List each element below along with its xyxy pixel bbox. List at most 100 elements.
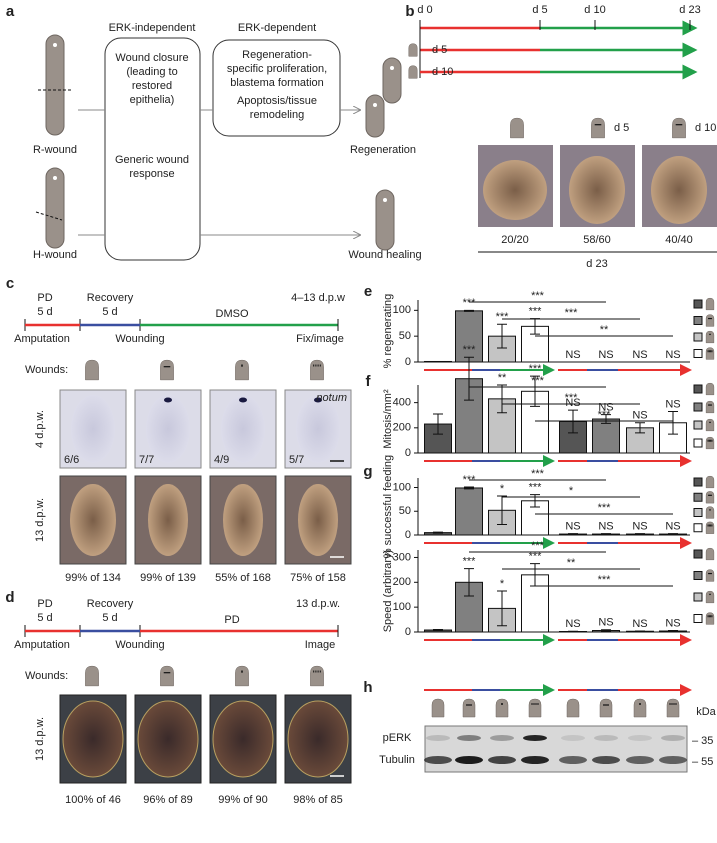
label: 99% of 134 — [65, 572, 121, 584]
label: specific proliferation, — [227, 63, 327, 75]
specimen — [296, 395, 340, 463]
label: 4–13 d.p.w — [291, 292, 345, 304]
legend-swatch — [693, 592, 703, 602]
legend-swatch — [693, 477, 703, 487]
worm-icon — [705, 569, 715, 582]
label: d 23 — [679, 4, 700, 16]
significance: *** — [529, 306, 543, 318]
eye — [390, 66, 394, 70]
worm-icon — [672, 117, 686, 139]
y-tick-label: 50 — [399, 330, 411, 342]
significance: NS — [632, 410, 647, 422]
error-bar-line — [464, 309, 474, 312]
label: 100% of 46 — [65, 794, 121, 806]
significance: NS — [565, 397, 580, 409]
band — [659, 756, 687, 764]
eye — [373, 103, 377, 107]
error-bar-line — [464, 356, 474, 401]
error-bar-line — [433, 629, 443, 632]
band — [594, 735, 618, 741]
label: 13 d.p.w. — [34, 498, 46, 542]
comparison-label: *** — [531, 375, 545, 387]
significance: *** — [529, 363, 543, 375]
band — [523, 735, 547, 741]
band — [455, 756, 483, 764]
worm-icon — [310, 359, 324, 381]
specimen — [569, 156, 625, 224]
error-bar — [530, 375, 540, 407]
label: Wound healing — [348, 249, 421, 261]
worm-icon — [705, 521, 715, 534]
comparison-label: *** — [598, 574, 612, 586]
planarian — [365, 94, 385, 138]
y-tick-label: 50 — [399, 505, 411, 517]
worm-icon — [510, 117, 524, 139]
specimen — [298, 484, 338, 556]
label: notum — [316, 392, 347, 404]
specimen — [70, 484, 116, 556]
legend-swatch — [693, 438, 703, 448]
label: ERK-dependent — [238, 22, 316, 34]
significance: NS — [665, 617, 680, 629]
worm-icon — [160, 359, 174, 381]
label: 4/9 — [214, 454, 229, 466]
y-tick-label: 0 — [405, 626, 411, 638]
label: 58/60 — [583, 234, 611, 246]
error-bar — [464, 309, 474, 312]
comparison-label: * — [569, 485, 574, 497]
y-tick-label: 0 — [405, 447, 411, 459]
label: 96% of 89 — [143, 794, 193, 806]
error-bar-line — [601, 533, 611, 536]
error-bar — [668, 410, 678, 435]
wound-marks — [707, 350, 713, 353]
label: 6/6 — [64, 454, 79, 466]
significance: NS — [598, 617, 613, 629]
comparison-label: *** — [531, 468, 545, 480]
blot — [424, 725, 688, 773]
wound-marks — [669, 703, 677, 705]
label: Wound closure — [115, 52, 188, 64]
band — [424, 756, 452, 764]
legend-swatch — [693, 508, 703, 517]
marker: – 35 — [692, 735, 713, 747]
box — [104, 37, 201, 261]
error-bar-line — [497, 384, 507, 414]
y-tick-label: 300 — [393, 551, 411, 563]
error-bar-line — [497, 590, 507, 627]
significance: *** — [529, 551, 543, 563]
label: 99% of 90 — [218, 794, 268, 806]
error-bar — [433, 531, 443, 534]
label: blastema formation — [230, 77, 324, 89]
specimen — [483, 160, 547, 220]
label: 5 d — [102, 306, 117, 318]
error-bar-line — [568, 409, 578, 434]
panel-label: f — [366, 373, 372, 390]
legend-swatch — [693, 332, 703, 342]
label: Recovery — [87, 292, 134, 304]
label: 13 d.p.w. — [34, 717, 46, 761]
planarian — [45, 34, 65, 136]
significance: NS — [565, 520, 580, 532]
legend-swatch — [693, 571, 703, 580]
significance: NS — [665, 398, 680, 410]
label: d 23 — [586, 258, 607, 270]
significance: ** — [498, 372, 507, 384]
band — [628, 735, 652, 741]
label: PD — [37, 598, 52, 610]
error-bar — [433, 629, 443, 632]
unit: kDa — [696, 706, 716, 718]
panel-label: h — [363, 679, 372, 696]
label: Regeneration- — [242, 49, 312, 61]
bar — [521, 390, 549, 454]
row-label: Tubulin — [379, 754, 415, 766]
significance: NS — [632, 618, 647, 630]
worm-icon — [160, 665, 174, 687]
bar — [455, 310, 483, 363]
y-tick-label: 200 — [393, 422, 411, 434]
specimen — [146, 395, 190, 463]
label: 99% of 139 — [140, 572, 196, 584]
worm-icon — [310, 665, 324, 687]
comparison-label: *** — [531, 540, 545, 552]
marker: – 55 — [692, 756, 713, 768]
